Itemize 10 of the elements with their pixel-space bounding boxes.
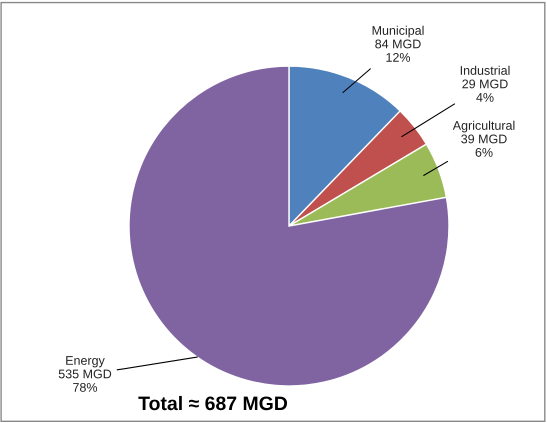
data-label: 39 MGD 6%	[461, 134, 507, 157]
data-label: 29 MGD 4%	[462, 80, 508, 102]
slice-label: Agricultural	[452, 120, 514, 132]
data-label: 84 MGD 12%	[375, 40, 421, 62]
pie-slice	[128, 65, 450, 387]
slice-label: Energy	[66, 356, 105, 368]
text: Total ≈ 687 MGD	[138, 396, 288, 410]
slice-label: Industrial	[460, 66, 510, 75]
slice-label: Municipal	[372, 26, 424, 38]
data-label: 535 MGD 78%	[58, 370, 112, 392]
